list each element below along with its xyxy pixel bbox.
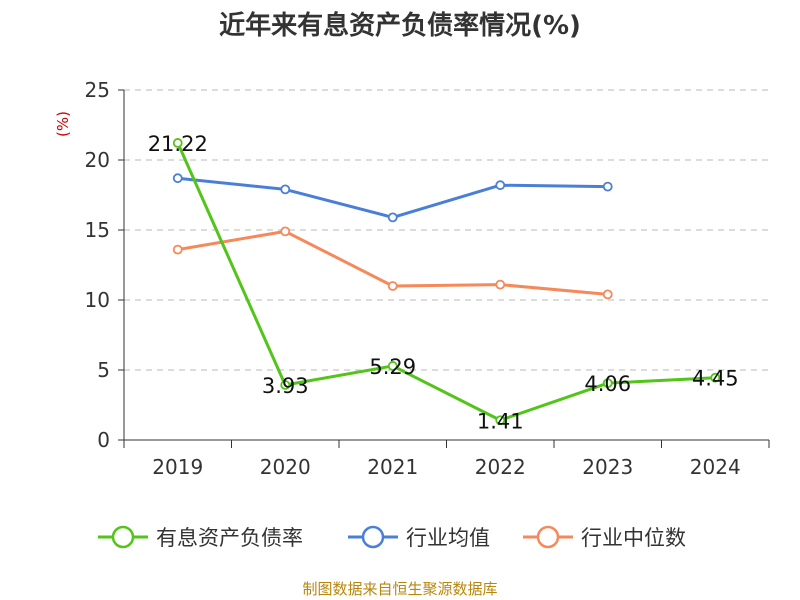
data-point bbox=[602, 378, 613, 389]
legend-label: 有息资产负债率 bbox=[156, 526, 303, 550]
data-point bbox=[387, 361, 398, 371]
data-labels: 21.22 3.93 5.29 1.41 4.06 4.45 bbox=[148, 132, 739, 433]
data-label: 1.41 bbox=[477, 409, 524, 433]
y-tick-label: 5 bbox=[97, 358, 110, 382]
y-axis-unit: (%) bbox=[54, 111, 72, 137]
legend-swatch-marker bbox=[361, 525, 385, 549]
x-tick-label: 2019 bbox=[152, 455, 203, 479]
legend-label: 行业均值 bbox=[406, 526, 490, 550]
data-label: 3.93 bbox=[262, 374, 309, 398]
x-tick-label: 2021 bbox=[367, 455, 418, 479]
data-point bbox=[710, 372, 721, 383]
data-point bbox=[602, 181, 613, 192]
series-group bbox=[172, 138, 721, 426]
grid-lines bbox=[124, 89, 769, 371]
x-tick-label: 2024 bbox=[690, 455, 741, 479]
legend: 有息资产负债率 行业均值 行业中位数 bbox=[98, 525, 686, 550]
series-line bbox=[176, 142, 716, 422]
data-point bbox=[172, 244, 183, 255]
data-point bbox=[172, 173, 183, 184]
data-point bbox=[495, 180, 506, 191]
y-tick-label: 20 bbox=[85, 148, 110, 172]
x-tick-label: 2022 bbox=[475, 455, 526, 479]
axes bbox=[123, 90, 769, 441]
series-line bbox=[177, 176, 608, 219]
data-label: 4.45 bbox=[692, 367, 739, 391]
y-axis-ticks: 0 5 10 15 20 25 bbox=[85, 78, 124, 452]
data-point bbox=[280, 184, 291, 195]
y-tick-label: 25 bbox=[85, 78, 110, 102]
data-label: 5.29 bbox=[369, 355, 416, 379]
data-point bbox=[280, 226, 291, 237]
source-note: 制图数据来自恒生聚源数据库 bbox=[302, 580, 497, 598]
y-tick-label: 10 bbox=[85, 288, 110, 312]
data-point bbox=[387, 212, 398, 223]
y-tick-label: 15 bbox=[85, 218, 110, 242]
data-point bbox=[495, 415, 506, 426]
data-label: 21.22 bbox=[148, 132, 208, 156]
legend-item: 行业均值 bbox=[348, 525, 490, 550]
legend-label: 行业中位数 bbox=[581, 526, 686, 550]
chart-title: 近年来有息资产负债率情况(%) bbox=[219, 10, 581, 41]
legend-item: 行业中位数 bbox=[523, 525, 686, 550]
legend-swatch-marker bbox=[111, 525, 135, 549]
data-point bbox=[280, 380, 291, 390]
legend-swatch-marker bbox=[536, 525, 560, 549]
x-tick-label: 2020 bbox=[260, 455, 311, 479]
data-point bbox=[172, 138, 183, 148]
data-point bbox=[602, 289, 613, 300]
legend-item: 有息资产负债率 bbox=[98, 525, 303, 550]
x-tick-label: 2023 bbox=[582, 455, 633, 479]
y-tick-label: 0 bbox=[97, 428, 110, 452]
x-axis-ticks: 2019 2020 2021 2022 2023 2024 bbox=[123, 440, 770, 479]
data-label: 4.06 bbox=[584, 372, 631, 396]
data-point bbox=[495, 279, 506, 290]
data-point bbox=[387, 281, 398, 291]
